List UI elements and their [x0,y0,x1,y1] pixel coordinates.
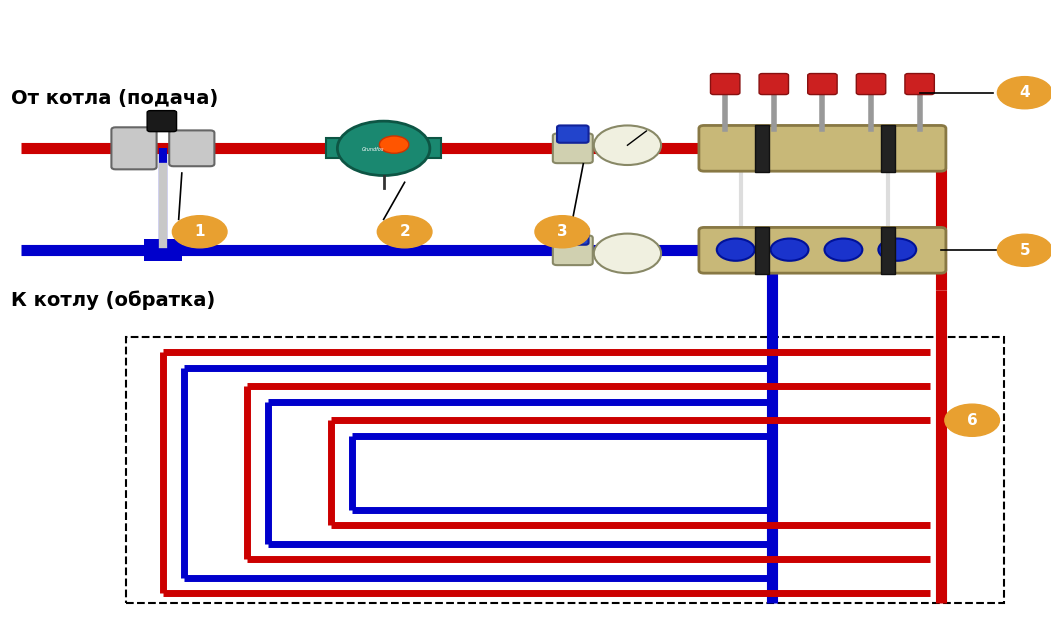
FancyBboxPatch shape [111,127,157,169]
Text: 5: 5 [1019,243,1030,258]
Text: 1: 1 [194,224,205,239]
FancyBboxPatch shape [553,235,593,265]
Bar [881,125,895,172]
Text: От котла (подача): От котла (подача) [11,90,218,108]
FancyBboxPatch shape [169,130,214,166]
Text: 3: 3 [557,224,568,239]
Bar [755,125,769,172]
FancyBboxPatch shape [699,227,946,273]
Circle shape [997,234,1051,266]
Circle shape [770,239,808,261]
FancyBboxPatch shape [905,74,934,95]
Circle shape [997,77,1051,109]
Bar [755,227,769,274]
FancyBboxPatch shape [759,74,788,95]
Text: 6: 6 [967,413,977,428]
Text: К котлу (обратка): К котлу (обратка) [11,290,214,310]
Bar [326,138,441,158]
Circle shape [379,136,409,153]
Circle shape [377,216,432,248]
Circle shape [879,239,916,261]
Bar [144,239,182,261]
FancyBboxPatch shape [857,74,886,95]
FancyBboxPatch shape [699,125,946,171]
Text: Grundfos: Grundfos [362,147,385,152]
FancyBboxPatch shape [710,74,740,95]
Bar [126,337,1004,603]
FancyBboxPatch shape [808,74,838,95]
Circle shape [594,125,661,165]
Circle shape [945,404,1000,436]
Circle shape [337,121,430,176]
Text: 2: 2 [399,224,410,239]
FancyBboxPatch shape [147,111,177,132]
FancyBboxPatch shape [557,227,589,245]
Text: 4: 4 [1019,85,1030,100]
Circle shape [594,234,661,273]
Circle shape [717,239,755,261]
FancyBboxPatch shape [553,133,593,163]
Circle shape [825,239,862,261]
FancyBboxPatch shape [557,125,589,143]
Circle shape [535,216,590,248]
Circle shape [172,216,227,248]
Bar [881,227,895,274]
